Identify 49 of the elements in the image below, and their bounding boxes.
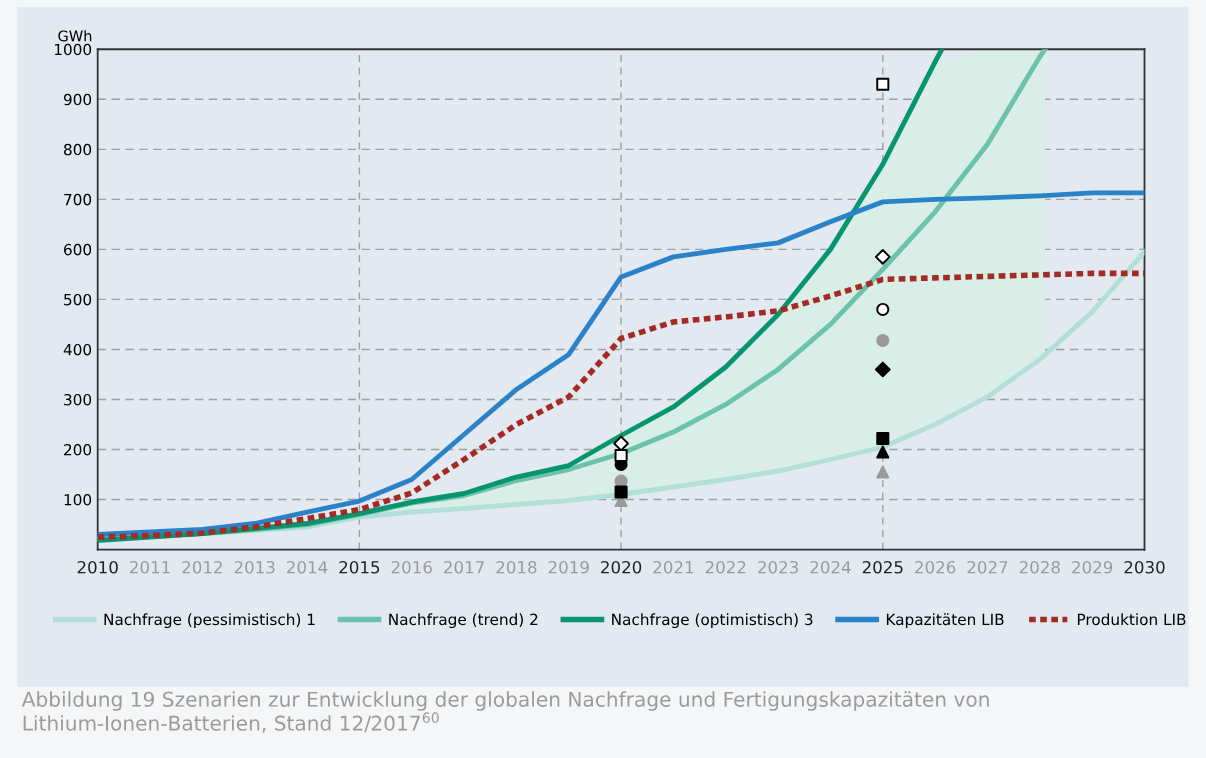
- y-tick-label: 600: [64, 243, 92, 256]
- y-tick-label: 400: [63, 343, 92, 356]
- x-tick-label: 2012: [182, 560, 222, 574]
- y-tick-label: 1000: [54, 43, 92, 56]
- x-tick-label: 2023: [758, 560, 798, 574]
- text: Abbildung 19 Szenarien zur Entwicklung der globalen Nachfrage und Fertigungskapazitäten von Lithium-Ionen-Batterien, Stand 12/2017$^{60}$: [21, 691, 989, 733]
- x-tick-label: 2015: [339, 560, 380, 574]
- x-tick-label: 2018: [496, 560, 537, 574]
- x-tick-label: 2014: [287, 560, 328, 574]
- y-tick-label: 300: [64, 393, 92, 406]
- x-tick-label: 2030: [1124, 560, 1165, 574]
- point: [876, 77, 890, 91]
- point: [614, 448, 628, 463]
- x-tick-label: 2022: [705, 560, 746, 574]
- point: [614, 485, 628, 499]
- x-tick-label: 2019: [548, 560, 589, 574]
- y-tick-label: 800: [64, 143, 92, 156]
- point: [876, 333, 890, 347]
- x-tick-label: 2026: [915, 560, 956, 574]
- y-tick-label: 500: [64, 293, 92, 306]
- x-tick-label: 2017: [444, 560, 484, 574]
- point: [876, 431, 890, 446]
- legend-label: Nachfrage (pessimistisch) 1: [104, 613, 315, 629]
- x-tick-label: 2011: [130, 560, 170, 574]
- y-tick-label: 200: [64, 443, 92, 456]
- legend-label: Kapazitäten LIB: [886, 613, 1004, 629]
- y-tick-label: 900: [63, 93, 92, 106]
- x-tick-label: 2024: [810, 560, 851, 574]
- x-tick-label: 2021: [653, 560, 694, 574]
- legend-label: Nachfrage (trend) 2: [389, 613, 538, 629]
- y-axis-title: GWh: [58, 30, 92, 42]
- x-tick-label: 2025: [862, 560, 903, 574]
- legend-label: Produktion LIB: [1077, 613, 1186, 626]
- y-tick-label: 100: [64, 493, 92, 506]
- x-tick-label: 2016: [391, 560, 432, 574]
- point: [876, 302, 890, 316]
- y-tick-label: 700: [64, 193, 92, 206]
- line-series: [97, 190, 1145, 537]
- x-tick-label: 2027: [967, 560, 1008, 574]
- legend-label: Nachfrage (optimistisch) 3: [612, 613, 813, 629]
- x-tick-label: 2010: [77, 560, 118, 574]
- point: [876, 465, 890, 479]
- point: [874, 361, 891, 378]
- x-tick-label: 2020: [601, 560, 642, 574]
- x-tick-label: 2013: [234, 560, 275, 574]
- x-tick-label: 2029: [1072, 560, 1113, 574]
- point: [874, 249, 891, 265]
- point: [876, 445, 890, 459]
- x-tick-label: 2028: [1019, 560, 1060, 574]
